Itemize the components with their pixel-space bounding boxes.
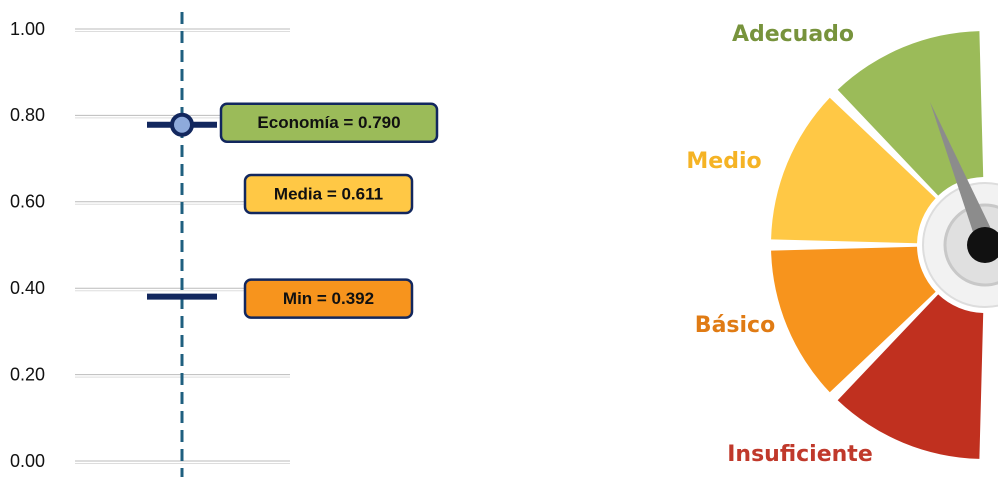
y-tick-label: 0.00 [10,451,45,471]
y-tick-label: 0.60 [10,192,45,212]
gauge-label: Adecuado [732,22,854,47]
y-tick-label: 0.40 [10,278,45,298]
gauge-label: Medio [686,149,761,174]
value-label: Economía = 0.790 [257,113,400,132]
point-marker [172,115,192,135]
y-tick-label: 0.20 [10,364,45,384]
gauge-label: Básico [695,313,775,338]
y-tick-label: 0.80 [10,105,45,125]
gauge-label: Insuficiente [727,442,873,467]
chart: 0.00 0.20 0.40 0.60 0.80 1.00 Economía = 0.790… [0,0,998,477]
y-tick-label: 1.00 [10,19,45,39]
value-label: Min = 0.392 [283,289,374,308]
value-label: Media = 0.611 [274,185,383,204]
